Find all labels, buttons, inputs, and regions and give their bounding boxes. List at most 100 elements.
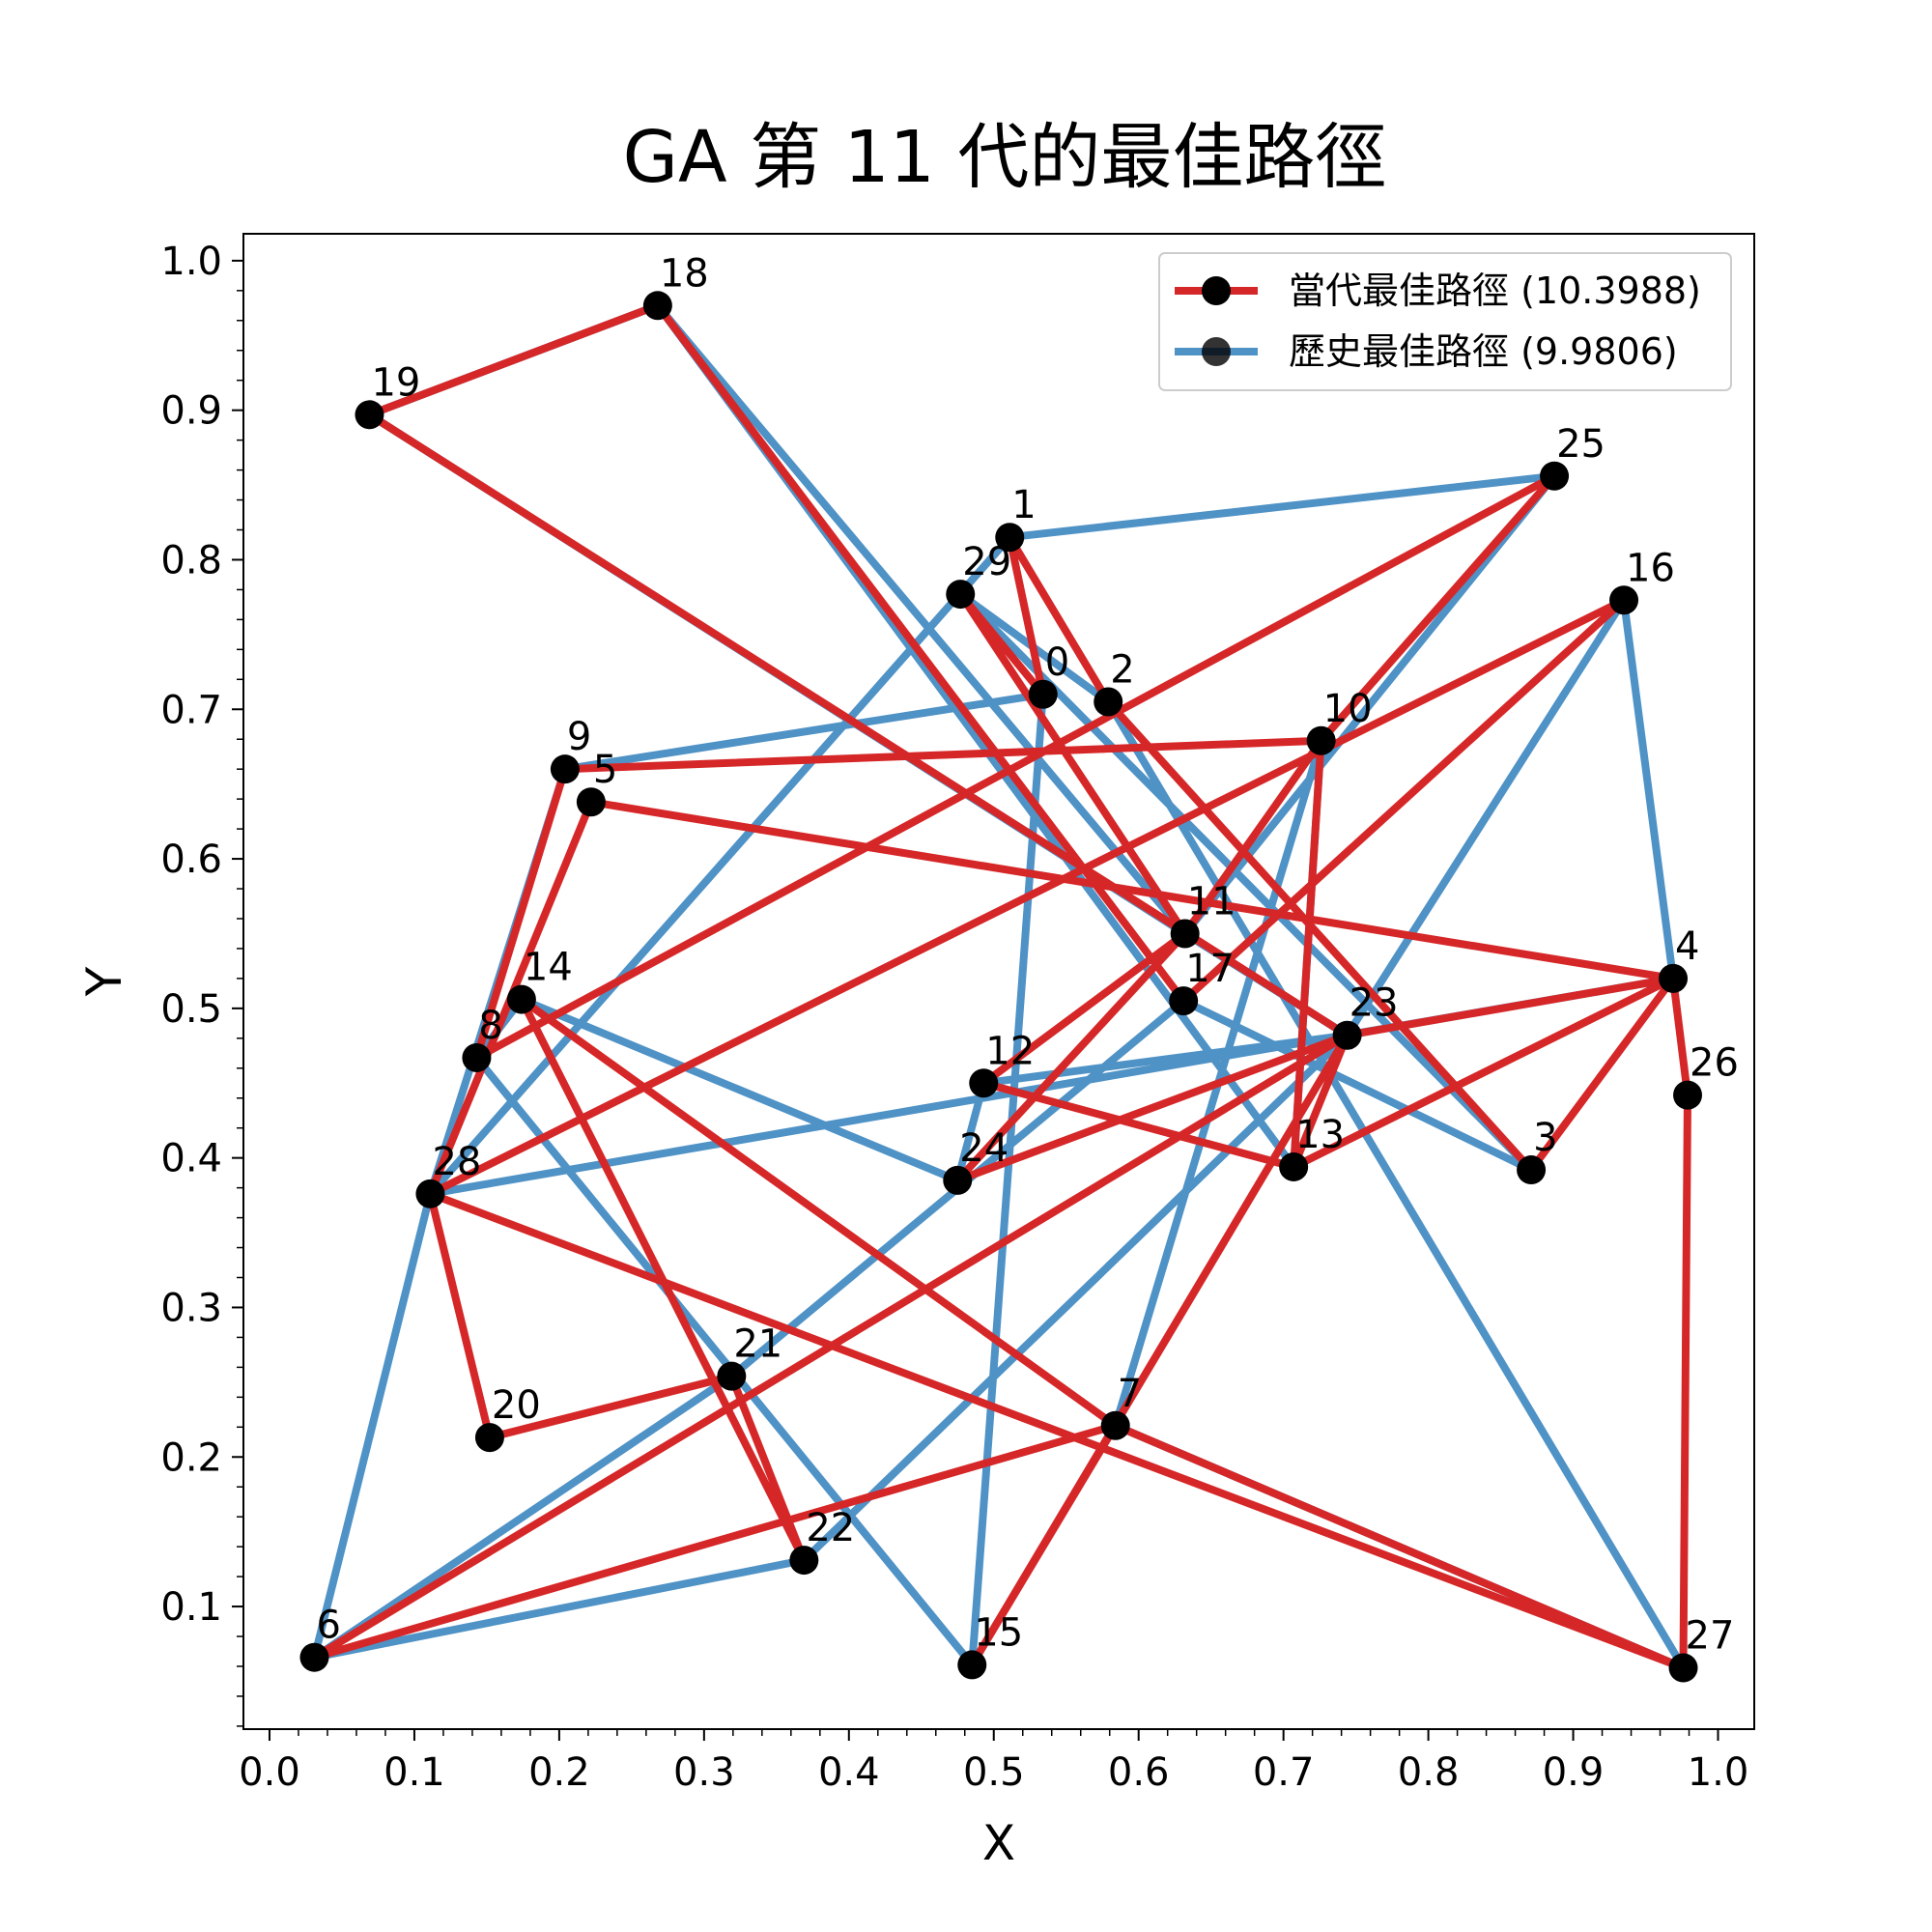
city-node [1100, 1410, 1130, 1440]
city-label: 11 [1187, 879, 1236, 923]
city-label: 3 [1533, 1116, 1557, 1160]
city-node [1028, 679, 1058, 709]
city-label: 1 [1011, 483, 1036, 527]
x-tick-label: 0.1 [384, 1750, 445, 1795]
city-label: 19 [371, 360, 420, 405]
legend-history-label: 歷史最佳路徑 (9.9806) [1289, 330, 1678, 373]
city-node [462, 1042, 492, 1072]
y-tick-label: 0.5 [160, 987, 222, 1032]
city-label: 18 [660, 251, 709, 296]
city-node [299, 1642, 329, 1672]
legend: 當代最佳路徑 (10.3988) 歷史最佳路徑 (9.9806) [1158, 252, 1732, 391]
city-label: 2 [1110, 648, 1134, 693]
city-node [995, 523, 1025, 553]
x-tick-label: 0.4 [818, 1750, 880, 1795]
city-label: 29 [962, 540, 1011, 584]
city-label: 7 [1118, 1372, 1142, 1416]
city-label: 6 [316, 1604, 340, 1648]
x-tick-label: 1.0 [1688, 1750, 1749, 1795]
city-label: 27 [1686, 1614, 1735, 1659]
city-label: 13 [1295, 1113, 1345, 1157]
city-node [474, 1423, 504, 1453]
city-node [576, 787, 606, 817]
city-node [1094, 687, 1123, 717]
city-node [789, 1546, 819, 1576]
legend-history-marker [1202, 337, 1231, 366]
city-node [1169, 986, 1199, 1016]
chart-title: GA 第 11 代的最佳路徑 [623, 116, 1387, 199]
y-tick-label: 0.1 [160, 1585, 222, 1630]
city-node [1540, 461, 1570, 491]
city-label: 14 [524, 946, 573, 990]
city-node [506, 984, 536, 1014]
city-node [1609, 585, 1639, 615]
city-node [642, 291, 672, 321]
city-label: 15 [974, 1610, 1023, 1655]
legend-frame [1158, 252, 1732, 391]
legend-current-marker [1202, 276, 1231, 305]
legend-current-label: 當代最佳路徑 (10.3988) [1289, 270, 1701, 312]
city-label: 24 [959, 1126, 1009, 1171]
city-node [550, 754, 580, 784]
x-tick-label: 0.2 [528, 1750, 590, 1795]
city-node [969, 1068, 999, 1098]
city-label: 20 [492, 1383, 541, 1428]
y-tick-label: 0.3 [160, 1286, 222, 1330]
x-tick-label: 0.9 [1543, 1750, 1605, 1795]
x-axis: 0.0 0.1 0.2 0.3 0.4 0.5 0.6 0.7 0.8 0.9 1.0 [239, 1729, 1748, 1795]
y-tick-label: 0.2 [160, 1435, 222, 1480]
current-route-line [310, 301, 1691, 1672]
x-tick-label: 0.7 [1253, 1750, 1315, 1795]
city-node [355, 400, 384, 430]
city-node [1673, 1080, 1703, 1110]
city-label: 22 [806, 1506, 855, 1550]
city-node [943, 1165, 973, 1195]
plot-frame [242, 233, 1755, 1730]
city-label: 9 [567, 715, 591, 759]
city-label: 28 [432, 1140, 481, 1184]
y-tick-label: 0.8 [160, 538, 222, 582]
y-tick-label: 0.7 [160, 688, 222, 732]
city-labels: 0123456789101112131415161718192021222324… [316, 251, 1738, 1658]
city-label: 5 [593, 748, 617, 792]
city-node [1517, 1155, 1547, 1185]
city-node [415, 1179, 445, 1208]
y-tick-label: 0.4 [160, 1137, 222, 1181]
city-label: 23 [1350, 981, 1399, 1026]
city-label: 26 [1690, 1041, 1739, 1086]
city-label: 8 [478, 1004, 502, 1048]
city-node [1659, 963, 1689, 993]
city-label: 17 [1185, 947, 1235, 991]
city-node [1306, 725, 1336, 755]
city-node [957, 1650, 987, 1680]
x-tick-label: 0.0 [239, 1750, 300, 1795]
current-route [310, 301, 1691, 1672]
y-tick-label: 0.6 [160, 838, 222, 882]
city-nodes [299, 291, 1703, 1683]
x-axis-label: X [982, 1815, 1015, 1871]
plot-area [243, 234, 1754, 1729]
city-label: 12 [985, 1029, 1035, 1073]
x-tick-label: 0.3 [673, 1750, 735, 1795]
x-tick-label: 0.8 [1398, 1750, 1460, 1795]
y-tick-label: 1.0 [160, 240, 222, 284]
city-node [1332, 1020, 1362, 1050]
city-node [1279, 1151, 1309, 1181]
city-label: 0 [1045, 640, 1069, 685]
city-node [1668, 1653, 1698, 1683]
city-label: 16 [1626, 546, 1675, 590]
plot-background [243, 234, 1754, 1729]
y-tick-label: 0.9 [160, 389, 222, 434]
city-node [946, 580, 976, 610]
x-tick-label: 0.5 [963, 1750, 1025, 1795]
city-label: 10 [1323, 687, 1373, 731]
city-node [717, 1361, 747, 1391]
x-tick-label: 0.6 [1108, 1750, 1170, 1795]
city-node [1170, 919, 1200, 949]
city-label: 25 [1556, 422, 1605, 467]
y-axis: 0.1 0.2 0.3 0.4 0.5 0.6 0.7 0.8 0.9 1.0 [160, 240, 243, 1727]
city-label: 21 [733, 1322, 782, 1367]
city-label: 4 [1675, 924, 1699, 969]
y-axis-label: Y [76, 966, 132, 997]
